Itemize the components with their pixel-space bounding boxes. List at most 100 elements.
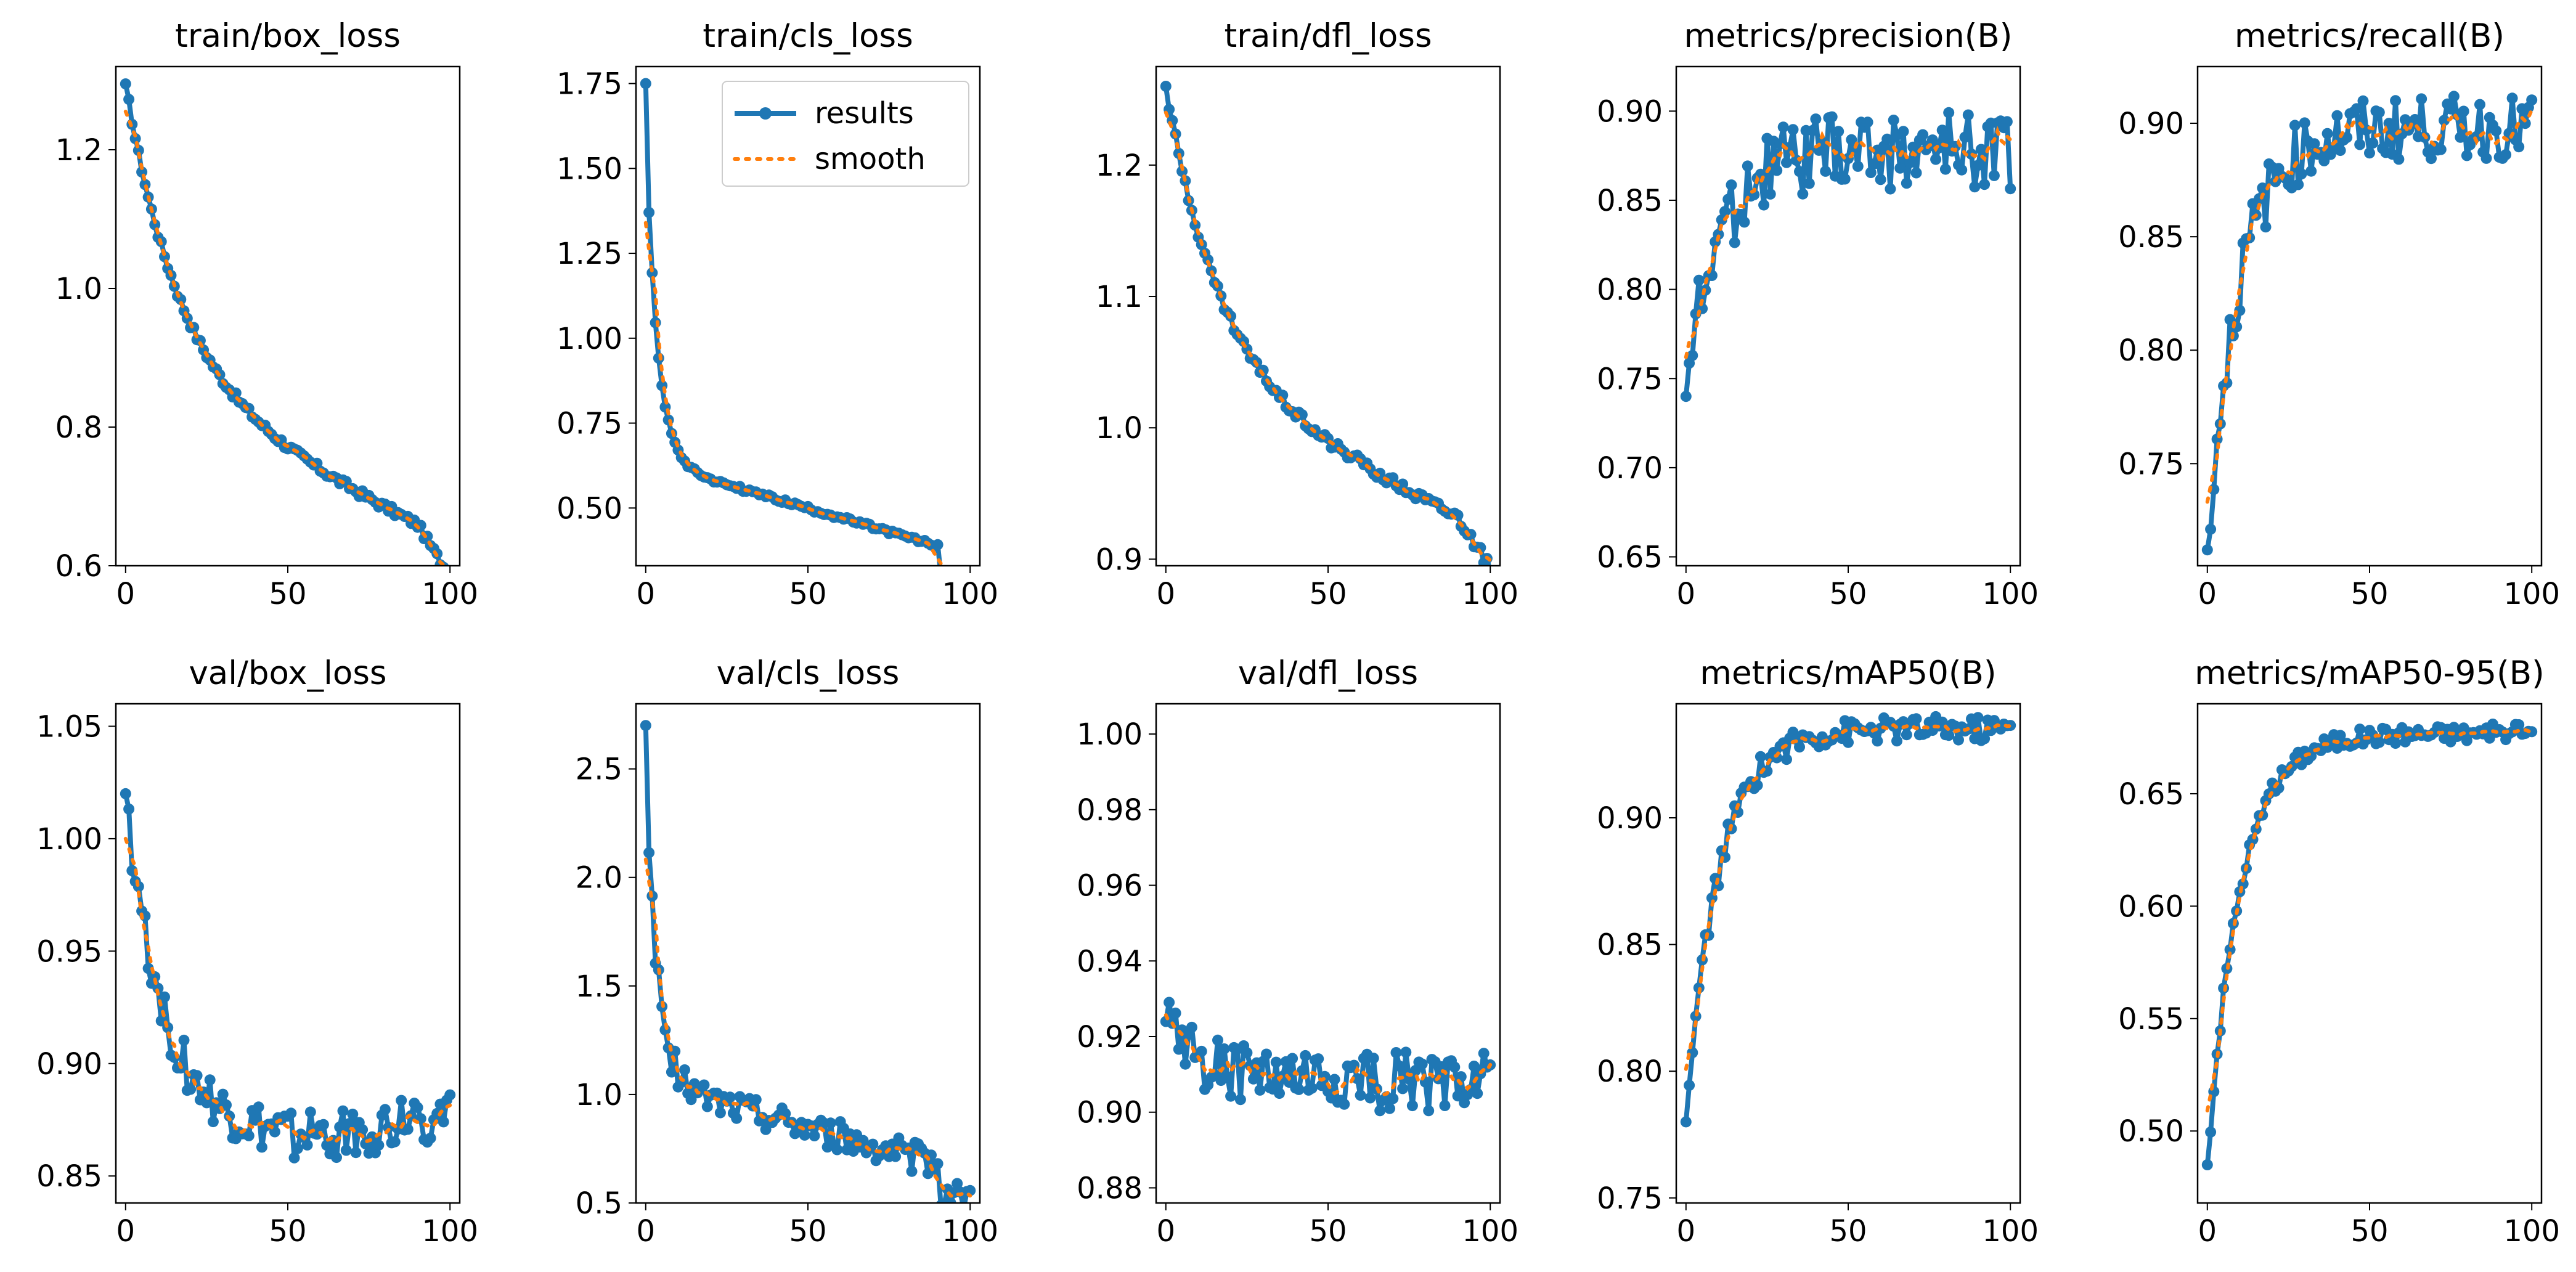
subplot-title: val/dfl_loss xyxy=(1238,654,1418,692)
results-point xyxy=(679,1064,690,1075)
results-point xyxy=(1713,229,1724,240)
axes-frame xyxy=(2196,703,2543,1204)
y-tick-label: 0.94 xyxy=(1077,944,1143,979)
results-point xyxy=(178,1034,190,1046)
results-point xyxy=(1901,177,1912,189)
results-point xyxy=(1261,1048,1272,1060)
y-tick-label: 1.2 xyxy=(55,133,102,168)
smooth-line xyxy=(1684,126,2013,359)
results-point xyxy=(1771,165,1783,176)
results-point xyxy=(1202,254,1214,266)
smooth-line xyxy=(1164,110,1493,563)
x-tick-label: 50 xyxy=(2350,1214,2388,1249)
results-point xyxy=(1684,1080,1695,1091)
results-point xyxy=(1807,124,1819,136)
results-point xyxy=(1797,188,1809,200)
y-tick-label: 2.5 xyxy=(576,752,622,787)
results-point xyxy=(1904,157,1915,169)
results-point xyxy=(890,1151,902,1162)
results-point xyxy=(2373,736,2385,748)
axes-frame xyxy=(635,703,981,1204)
x-tick-label: 100 xyxy=(2503,577,2560,611)
y-tick-label: 0.90 xyxy=(1597,801,1663,836)
results-point xyxy=(340,1144,352,1156)
results-point xyxy=(123,803,135,815)
results-point xyxy=(1758,199,1770,211)
results-point xyxy=(945,1197,956,1203)
results-point xyxy=(1306,1082,1318,1094)
results-point xyxy=(2390,738,2402,749)
results-point xyxy=(643,847,655,858)
results-point xyxy=(1367,1053,1379,1064)
subplot-8: metrics/mAP50(B) 0 50 100 0.75 0.80 0.85 0.90 xyxy=(1597,654,2039,1249)
results-point xyxy=(2224,944,2236,955)
results-point xyxy=(317,1119,329,1130)
results-point xyxy=(2289,120,2301,131)
results-point xyxy=(701,1101,713,1112)
plot-area xyxy=(640,78,945,566)
y-tick-label: 0.75 xyxy=(1597,1181,1663,1216)
results-point xyxy=(1781,754,1792,765)
results-point xyxy=(1180,1058,1191,1070)
results-point xyxy=(1742,160,1753,172)
results-point xyxy=(288,1152,300,1164)
results-point xyxy=(1387,1093,1399,1104)
results-point xyxy=(2305,165,2317,177)
x-tick-label: 100 xyxy=(942,1214,998,1249)
y-tick-label: 0.98 xyxy=(1077,793,1143,828)
results-point xyxy=(2364,147,2375,159)
results-point xyxy=(1959,131,1971,143)
results-point xyxy=(2205,523,2217,535)
results-point xyxy=(2350,103,2362,115)
x-tick-label: 0 xyxy=(2198,577,2217,611)
axes-frame xyxy=(635,65,981,567)
results-point xyxy=(1247,1073,1259,1085)
results-point xyxy=(1176,166,1188,177)
x-tick-label: 50 xyxy=(1829,1214,1867,1249)
plot-area xyxy=(2201,719,2538,1170)
results-point xyxy=(149,971,161,982)
y-tick-label: 0.9 xyxy=(1096,542,1143,577)
results-point xyxy=(337,1105,349,1117)
results-point xyxy=(1313,1053,1324,1065)
results-point xyxy=(1693,274,1705,286)
results-point xyxy=(1416,1058,1428,1070)
axes-frame xyxy=(115,65,461,567)
results-point xyxy=(1891,735,1902,747)
plot-area xyxy=(2201,91,2538,556)
results-point xyxy=(334,1121,346,1133)
x-tick-label: 50 xyxy=(269,1214,306,1249)
results-point xyxy=(1936,124,1948,136)
results-point xyxy=(1943,107,1955,118)
results-point xyxy=(1173,1043,1184,1055)
y-tick-label: 0.90 xyxy=(2118,107,2184,141)
results-point xyxy=(1270,1056,1282,1068)
results-point xyxy=(1186,1021,1197,1033)
results-point xyxy=(643,206,655,218)
subplot-4: metrics/recall(B) 0 50 100 0.75 0.80 0.85 0.90 xyxy=(2118,17,2560,611)
smooth-line xyxy=(123,110,447,566)
subplot-1: train/cls_loss 0 50 100 0.50 0.75 1.00 1.25 1.50… xyxy=(556,17,998,611)
results-point xyxy=(1478,1048,1490,1059)
results-line xyxy=(1683,714,2011,1122)
subplot-title: metrics/recall(B) xyxy=(2235,17,2505,55)
results-point xyxy=(2439,115,2450,126)
results-point xyxy=(1680,391,1692,402)
results-point xyxy=(1212,1034,1223,1046)
results-point xyxy=(646,267,658,279)
results-point xyxy=(1374,1105,1386,1117)
results-point xyxy=(1894,162,1906,174)
results-point xyxy=(2416,93,2427,105)
results-point xyxy=(2201,1159,2213,1170)
results-point xyxy=(1781,157,1792,168)
results-point xyxy=(2526,726,2538,738)
results-point xyxy=(1930,153,1942,165)
x-tick-label: 0 xyxy=(1157,577,1176,611)
y-tick-label: 0.6 xyxy=(55,549,102,584)
results-point xyxy=(347,1108,359,1120)
results-point xyxy=(2309,138,2320,150)
results-point xyxy=(1826,111,1838,123)
y-tick-label: 0.90 xyxy=(1597,94,1663,129)
results-point xyxy=(159,251,170,263)
x-tick-label: 100 xyxy=(422,577,478,611)
